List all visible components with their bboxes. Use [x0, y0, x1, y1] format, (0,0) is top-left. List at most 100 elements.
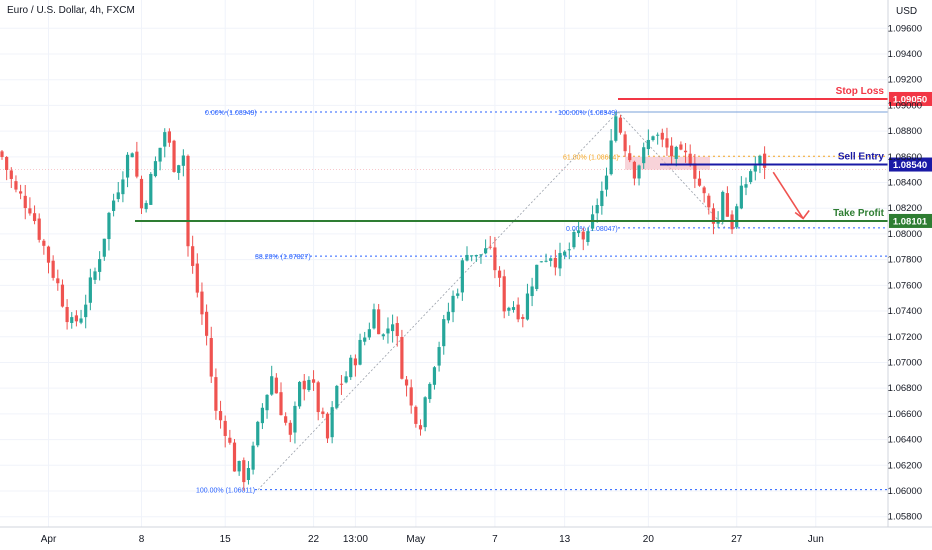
- candle-body: [758, 155, 762, 165]
- candle-body: [428, 383, 432, 400]
- fib-level-label: 0.00% (1.08047): [566, 226, 618, 233]
- candle-body: [163, 132, 167, 147]
- candle-body: [353, 358, 357, 366]
- candle-body: [5, 156, 9, 170]
- candle-body: [56, 278, 60, 284]
- candle-body: [418, 425, 423, 430]
- candle-body: [14, 181, 18, 190]
- candle-body: [735, 206, 739, 228]
- time-axis[interactable]: Apr 8 15 22 13:00 May 7 13 20 27 Jun: [0, 526, 932, 545]
- candle-body: [209, 338, 213, 377]
- time-tick-label: 7: [492, 534, 498, 545]
- candlestick-series: [0, 111, 767, 491]
- candle-body: [567, 249, 571, 251]
- candle-body: [470, 255, 474, 257]
- fib-level-label: 38.20% (1.07827): [255, 254, 311, 261]
- candle-body: [84, 304, 88, 318]
- candle-body: [125, 154, 130, 178]
- candle-body: [339, 383, 344, 385]
- price-tick-label: 1.07600: [888, 280, 922, 291]
- candle-body: [167, 131, 171, 143]
- candle-body: [456, 293, 460, 296]
- candle-body: [665, 138, 669, 148]
- candle-body: [642, 147, 646, 164]
- price-tick-label: 1.08000: [888, 229, 922, 240]
- candle-body: [316, 382, 320, 413]
- candle-body: [260, 407, 264, 424]
- candle-body: [618, 117, 623, 133]
- time-tick-label: 8: [139, 534, 145, 545]
- candle-body: [32, 213, 37, 222]
- price-tick-label: 1.05800: [888, 512, 922, 523]
- candle-body: [451, 295, 455, 313]
- time-tick-label: 20: [643, 534, 655, 545]
- candle-body: [270, 376, 274, 395]
- candle-body: [205, 311, 209, 336]
- candle-body: [153, 161, 158, 177]
- candle-body: [144, 203, 148, 210]
- candle-body: [246, 468, 251, 480]
- candle-body: [479, 254, 483, 256]
- candle-body: [465, 254, 469, 261]
- candle-body: [274, 377, 278, 394]
- candle-body: [302, 380, 306, 390]
- candle-body: [79, 318, 83, 323]
- candle-body: [446, 311, 450, 321]
- candle-body: [102, 238, 106, 257]
- candle-body: [623, 134, 627, 152]
- candle-body: [88, 277, 92, 303]
- candle-body: [549, 258, 553, 261]
- candle-body: [107, 212, 111, 240]
- candle-body: [344, 376, 348, 383]
- stop-loss-name: Stop Loss: [836, 86, 885, 97]
- candle-body: [330, 407, 334, 438]
- time-tick-label: 13:00: [343, 534, 368, 545]
- candle-body: [586, 231, 590, 243]
- forecast-arrowhead: [794, 210, 810, 220]
- candle-body: [400, 337, 404, 379]
- candle-body: [391, 324, 395, 332]
- trade-levels: Stop Loss 1.09050 Sell Entry 1.08540 Take Pr…: [135, 86, 932, 228]
- candle-body: [363, 337, 367, 342]
- candle-body: [614, 116, 618, 141]
- candle-body: [311, 379, 316, 383]
- candle-body: [651, 136, 655, 141]
- candle-body: [181, 155, 185, 166]
- candle-body: [112, 200, 116, 211]
- candle-body: [693, 163, 697, 179]
- candle-body: [265, 394, 269, 411]
- candle-body: [516, 304, 520, 320]
- candle-body: [660, 132, 664, 140]
- candle-body: [530, 286, 534, 297]
- candle-body: [511, 307, 516, 310]
- time-tick-label: 13: [559, 534, 571, 545]
- fib-level-label: 100.00% (1.06011): [196, 488, 255, 495]
- candle-body: [749, 171, 753, 183]
- time-tick-label: 15: [220, 534, 232, 545]
- price-axis[interactable]: 1.09600 1.09400 1.09200 1.09000 1.08800 1.086…: [887, 0, 922, 527]
- candle-body: [539, 261, 543, 263]
- candle-body: [218, 411, 223, 421]
- take-profit-price-label: 1.08101: [893, 216, 928, 227]
- candle-body: [628, 153, 632, 161]
- price-tick-label: 1.07200: [888, 332, 922, 343]
- candle-body: [404, 379, 409, 386]
- price-tick-label: 1.06200: [888, 460, 922, 471]
- candle-body: [753, 165, 757, 172]
- candle-body: [358, 339, 362, 365]
- candle-body: [679, 144, 683, 150]
- candle-body: [98, 259, 102, 272]
- time-tick-label: Jun: [808, 534, 824, 545]
- candle-body: [609, 140, 613, 175]
- candle-body: [293, 405, 297, 433]
- fib-trend-line: [257, 111, 619, 491]
- candle-body: [646, 139, 650, 150]
- candle-body: [237, 460, 241, 472]
- candle-body: [46, 246, 51, 263]
- candle-body: [395, 323, 399, 337]
- take-profit-price-tag: [889, 213, 932, 228]
- candle-body: [525, 293, 530, 320]
- candle-body: [60, 284, 65, 307]
- candle-body: [284, 416, 288, 423]
